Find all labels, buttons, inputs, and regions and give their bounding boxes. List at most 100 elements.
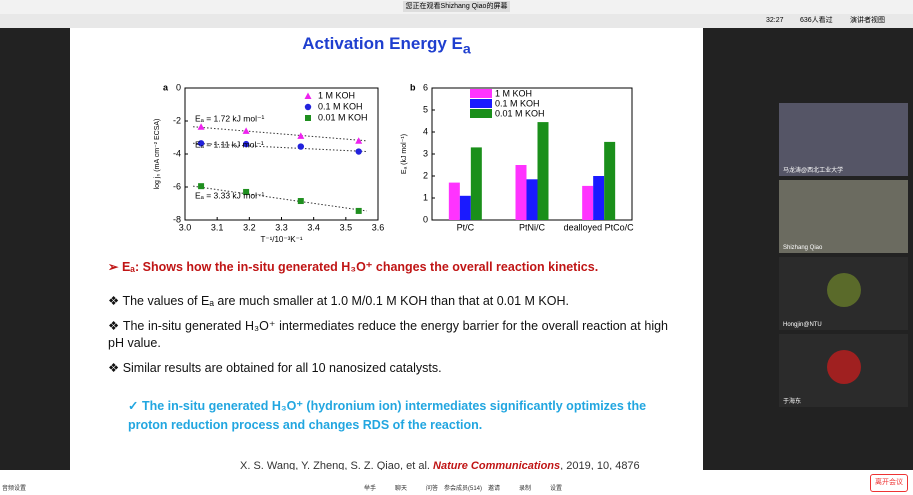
x-tick-label: 3.2: [243, 222, 256, 232]
y-tick-label: 4: [423, 126, 428, 136]
toolbar-button[interactable]: 问答: [425, 486, 438, 492]
legend-swatch: [470, 109, 492, 118]
bullet-text: Similar results are obtained for all 10 …: [122, 361, 442, 375]
authors: X. S. Wang, Y. Zheng, S. Z. Qiao, et al.: [240, 460, 430, 470]
y-axis-label: log j₀ (mA cm⁻² ECSA): [154, 119, 161, 190]
highlight-text: Eₐ: Shows how the in-situ generated H₃O⁺…: [121, 260, 599, 274]
legend-marker: [304, 103, 312, 111]
participant-name: Hongjin@NTU: [783, 322, 822, 328]
legend-swatch: [470, 99, 492, 108]
marker: [297, 143, 304, 150]
leave-button[interactable]: 离开会议: [870, 474, 908, 492]
legend-label: 0.01 M KOH: [318, 112, 368, 122]
trend-line: [193, 185, 367, 212]
slide: Activation Energy Ea 0 -2 -4 -6 -8 a log j₀ (m…: [70, 28, 703, 470]
legend-swatch: [470, 89, 492, 98]
avatar: [827, 273, 861, 307]
panel-label: b: [410, 82, 416, 92]
marker: [297, 132, 305, 139]
conclusion: ✓ The in-situ generated H₃O⁺ (hydronium …: [128, 399, 647, 432]
x-tick-label: Pt/C: [457, 222, 475, 232]
video[interactable]: 于海东: [779, 334, 908, 407]
x-tick-label: 3.5: [340, 222, 353, 232]
bullet-text: The values of Eₐ are much smaller at 1.0…: [122, 294, 569, 308]
time: 32:27: [766, 17, 784, 24]
toolbar-button[interactable]: 邀请: [487, 486, 500, 492]
legend-label: 0.1 M KOH: [318, 101, 363, 111]
legend-label: 1 M KOH: [318, 90, 355, 100]
legend-label: 0.1 M KOH: [495, 98, 540, 108]
title-text: Activation Energy E: [302, 34, 463, 53]
bar: [448, 182, 460, 220]
bar: [470, 147, 482, 220]
toolbar-button[interactable]: 举手: [363, 486, 376, 492]
marker: [297, 198, 304, 205]
bullet: ❖ Similar results are obtained for all 1…: [108, 361, 442, 375]
bar: [582, 185, 594, 220]
title-sub: a: [462, 41, 471, 58]
window-title: 您正在观看Shizhang Qiao的屏幕: [403, 1, 510, 12]
legend-marker: [305, 115, 311, 121]
panel-label: a: [163, 82, 169, 92]
y-tick-label: -2: [173, 115, 181, 125]
x-tick-label: 3.6: [372, 222, 385, 232]
title-bar: 您正在观看Shizhang Qiao的屏幕: [0, 0, 913, 14]
toolbar: 32:27 636人看过 演讲者视图: [0, 14, 913, 28]
toolbar-button[interactable]: 聊天: [394, 486, 407, 492]
participant-name: Shizhang Qiao: [783, 245, 823, 251]
journal: Nature Communications: [433, 460, 561, 470]
legend-marker: [304, 92, 312, 99]
marker: [243, 188, 250, 195]
viewers[interactable]: 636人看过: [800, 17, 833, 24]
bottom-bar: 音频设置 离开会议 举手 聊天 问答 参会成员(514) 邀请 录制 设置: [0, 470, 913, 495]
trend-line: [193, 126, 367, 142]
y-tick-label: -8: [173, 214, 181, 224]
slide-title: Activation Energy Ea: [70, 34, 703, 57]
toolbar-button[interactable]: 录制: [518, 486, 531, 492]
participant-name: 于海东: [783, 399, 802, 405]
y-tick-label: 3: [423, 148, 428, 158]
y-tick-label: -4: [173, 148, 181, 158]
avatar: [827, 350, 861, 384]
marker: [242, 140, 250, 148]
y-tick-label: -6: [173, 181, 181, 191]
bullet: ❖ The values of Eₐ are much smaller at 1…: [108, 294, 569, 308]
audio-settings[interactable]: 音频设置: [1, 486, 26, 492]
annotation: Eₐ = 1.72 kJ mol⁻¹: [195, 113, 264, 123]
video[interactable]: Shizhang Qiao: [779, 180, 908, 253]
x-axis-label: T⁻¹/10⁻³K⁻¹: [260, 235, 302, 244]
participant-name: 马龙涛@西北工业大学: [783, 168, 844, 174]
details: , 2019, 10, 4876: [560, 460, 640, 470]
y-axis-label: Eₐ (kJ mol⁻¹): [401, 134, 408, 174]
x-tick-label: 3.0: [179, 222, 192, 232]
x-tick-label: 3.3: [275, 222, 288, 232]
legend-label: 1 M KOH: [495, 88, 532, 98]
view-mode[interactable]: 演讲者视图: [850, 17, 885, 24]
y-tick-label: 6: [423, 82, 428, 92]
highlight: ➢ Eₐ: Shows how the in-situ generated H₃…: [108, 260, 599, 274]
marker: [242, 127, 250, 134]
y-tick-label: 0: [423, 214, 428, 224]
x-tick-label: dealloyed PtCo/C: [564, 222, 635, 232]
x-tick-label: 3.1: [211, 222, 224, 232]
bar: [515, 165, 527, 220]
bar: [459, 195, 471, 220]
marker: [355, 207, 362, 214]
marker: [198, 183, 205, 190]
marker: [355, 148, 362, 155]
y-tick-label: 1: [423, 192, 428, 202]
bar: [537, 122, 549, 220]
marker: [355, 137, 363, 144]
bar: [593, 176, 605, 220]
y-tick-label: 5: [423, 104, 428, 114]
marker: [197, 123, 205, 130]
annotation: Eₐ = 3.33 kJ mol⁻¹: [195, 190, 264, 200]
conclusion-text: The in-situ generated H₃O⁺ (hydronium io…: [128, 399, 647, 432]
toolbar-button[interactable]: 设置: [549, 486, 562, 492]
toolbar-button[interactable]: 参会成员(514): [443, 486, 482, 492]
video[interactable]: 马龙涛@西北工业大学: [779, 103, 908, 176]
video[interactable]: Hongjin@NTU: [779, 257, 908, 330]
x-tick-label: PtNi/C: [519, 222, 546, 232]
bullet-text: The in-situ generated H₃O⁺ intermediates…: [108, 319, 669, 350]
